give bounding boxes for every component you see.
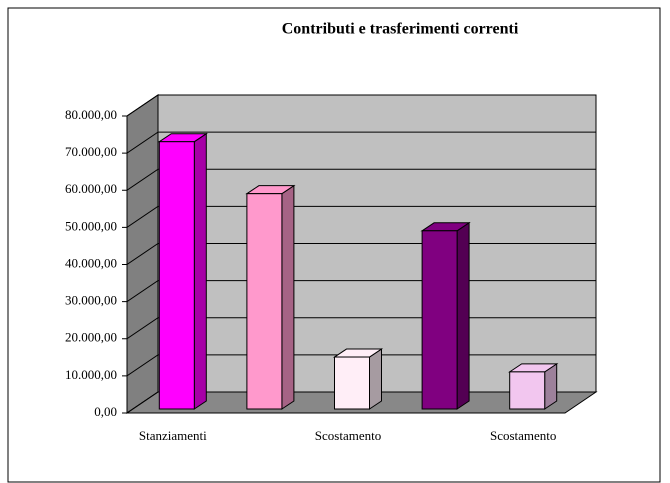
bar-side [369, 348, 382, 410]
y-tick-label: 60.000,00 [65, 181, 117, 196]
bar [246, 193, 283, 410]
y-tick-label: 50.000,00 [65, 218, 117, 233]
bar-side [456, 221, 470, 410]
grid-line [126, 131, 596, 154]
y-tick-label: 30.000,00 [65, 293, 117, 308]
bar [158, 141, 195, 410]
grid-line [126, 94, 596, 117]
grid-line [126, 205, 596, 228]
y-tick-label: 0,00 [94, 404, 117, 419]
y-tick-label: 20.000,00 [65, 330, 117, 345]
bar [509, 371, 546, 410]
chart-title: Contributi e trasferimenti correnti [282, 21, 519, 38]
grid-line [126, 168, 596, 191]
bar [334, 356, 370, 410]
y-tick-label: 80.000,00 [65, 107, 117, 122]
bar [421, 230, 458, 410]
y-tick-label: 40.000,00 [65, 255, 117, 270]
y-tick-label: 70.000,00 [65, 144, 117, 159]
y-tick-label: 10.000,00 [65, 367, 117, 382]
x-tick-label: Scostamento [490, 428, 556, 443]
bar-side [193, 132, 207, 410]
x-tick-label: Stanziamenti [139, 428, 207, 443]
x-tick-label: Scostamento [315, 428, 381, 443]
bar-side [281, 184, 295, 410]
